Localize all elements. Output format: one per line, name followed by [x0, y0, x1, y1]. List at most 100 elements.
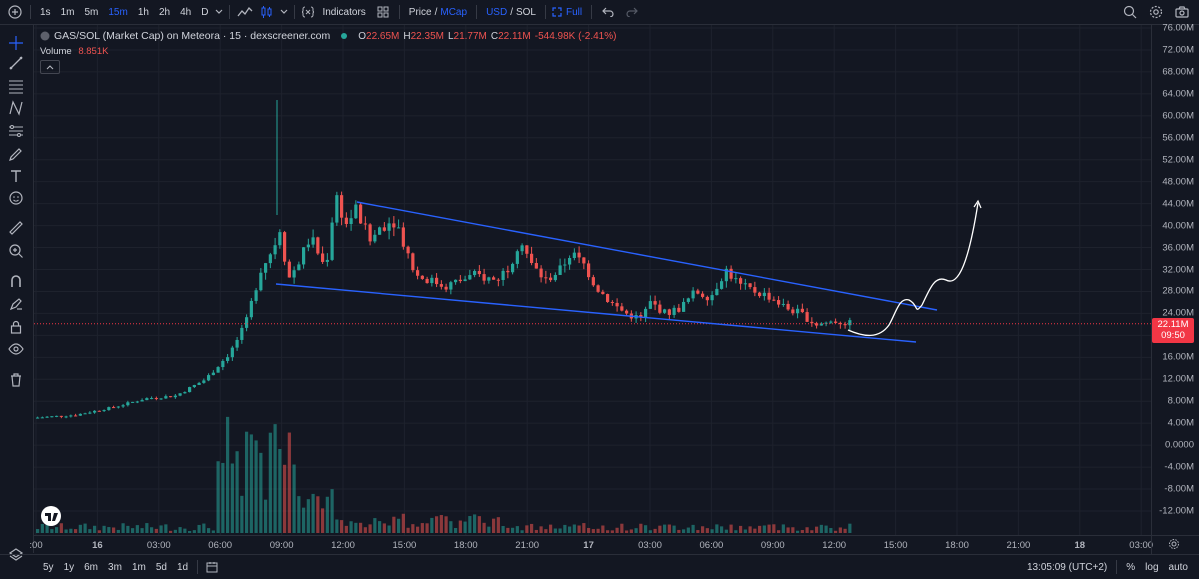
bar-countdown: 09:50: [1161, 330, 1185, 341]
time-axis[interactable]: :00 16 03:00 06:00 09:00 12:00 15:00 18:00 21:00…: [29, 535, 1153, 554]
interval-D[interactable]: D: [201, 6, 209, 18]
measure-ranges-icon[interactable]: [6, 121, 26, 141]
camera-icon[interactable]: [1169, 6, 1195, 18]
quick-search-icon[interactable]: [1117, 5, 1143, 19]
range-1d[interactable]: 1d: [176, 561, 189, 573]
lock-icon[interactable]: [6, 317, 26, 337]
volume-bar: [88, 529, 92, 533]
volume-bar: [363, 527, 367, 533]
volume-bar: [772, 524, 776, 533]
go-to-date-icon[interactable]: [202, 561, 222, 573]
candle: [435, 273, 439, 288]
mcap-toggle[interactable]: MCap: [440, 6, 468, 18]
price-toggle[interactable]: Price: [408, 6, 432, 18]
candle: [463, 275, 467, 282]
interval-5m[interactable]: 5m: [84, 6, 99, 18]
price-chart[interactable]: [34, 25, 1151, 535]
interval-4h[interactable]: 4h: [180, 6, 192, 18]
eye-icon[interactable]: [6, 339, 26, 359]
volume-bar: [416, 526, 420, 533]
candle: [131, 401, 135, 403]
volume-bar: [815, 526, 819, 533]
trend-line-icon[interactable]: [6, 53, 26, 73]
line-chart-icon[interactable]: [234, 6, 256, 18]
interval-1h[interactable]: 1h: [137, 6, 149, 18]
add-symbol-icon[interactable]: [4, 5, 26, 19]
range-1m[interactable]: 1m: [131, 561, 146, 573]
volume-bar: [729, 524, 733, 533]
indicators-icon[interactable]: [299, 6, 317, 18]
volume-bar: [83, 523, 87, 533]
redo-icon[interactable]: [620, 7, 644, 17]
stay-in-drawing-icon[interactable]: [6, 294, 26, 314]
interval-2h[interactable]: 2h: [158, 6, 171, 18]
candle: [767, 287, 771, 303]
brush-icon[interactable]: [6, 144, 26, 164]
volume-bar: [677, 529, 681, 533]
layout-grid-icon[interactable]: [371, 6, 395, 18]
volume-bar: [648, 530, 652, 533]
volume-bar: [596, 528, 600, 533]
interval-15m[interactable]: 15m: [108, 6, 128, 18]
symbol-title[interactable]: GAS/SOL (Market Cap) on Meteora · 15 · d…: [54, 30, 331, 42]
candle: [819, 322, 823, 326]
volume-bar: [344, 525, 348, 533]
range-3m[interactable]: 3m: [108, 561, 122, 573]
price-axis-label: -4.00M: [1164, 461, 1194, 473]
candle: [677, 303, 681, 313]
ruler-icon[interactable]: [6, 218, 26, 238]
time-axis-settings-icon[interactable]: [1168, 538, 1180, 550]
interval-1s[interactable]: 1s: [40, 6, 51, 18]
candle: [496, 278, 500, 287]
price-axis-label: 56.00M: [1162, 132, 1194, 144]
current-price-value: 22.11M: [1157, 319, 1189, 330]
candles-icon[interactable]: [256, 5, 278, 19]
magnet-icon[interactable]: [6, 271, 26, 291]
chevron-down-icon[interactable]: [278, 9, 290, 15]
settings-gear-icon[interactable]: [1143, 5, 1169, 19]
volume-bar: [183, 528, 187, 533]
zoom-in-icon[interactable]: [6, 241, 26, 261]
volume-bar: [724, 529, 728, 533]
pattern-icon[interactable]: [6, 98, 26, 118]
fullscreen-icon[interactable]: [550, 7, 564, 17]
full-button[interactable]: Full: [565, 6, 583, 18]
indicators-button[interactable]: Indicators: [322, 6, 366, 18]
legend-collapse-button[interactable]: [40, 60, 60, 74]
undo-icon[interactable]: [596, 7, 620, 17]
emoji-icon[interactable]: [6, 188, 26, 208]
volume-bar: [568, 526, 572, 533]
volume-bar: [240, 495, 244, 533]
price-axis-label: 44.00M: [1162, 198, 1194, 210]
interval-1m[interactable]: 1m: [60, 6, 75, 18]
volume-bar: [610, 530, 614, 533]
range-1y[interactable]: 1y: [63, 561, 75, 573]
candle: [520, 243, 524, 255]
price-axis[interactable]: 76.00M 72.00M 68.00M 64.00M 60.00M 56.00M 52.0…: [1151, 23, 1199, 535]
trash-icon[interactable]: [6, 370, 26, 390]
text-tool-icon[interactable]: [6, 166, 26, 186]
range-6m[interactable]: 6m: [84, 561, 99, 573]
usd-toggle[interactable]: USD: [486, 6, 508, 18]
range-5y[interactable]: 5y: [43, 561, 54, 573]
crosshair-icon[interactable]: [6, 33, 26, 53]
percent-scale-toggle[interactable]: %: [1126, 561, 1136, 573]
candle: [69, 414, 73, 418]
price-axis-label: 16.00M: [1162, 351, 1194, 363]
volume-bar: [387, 525, 391, 533]
log-scale-toggle[interactable]: log: [1145, 561, 1159, 573]
candle: [582, 257, 586, 270]
volume-bar: [629, 529, 633, 533]
timezone-clock[interactable]: 13:05:09 (UTC+2): [1026, 561, 1108, 573]
auto-scale-toggle[interactable]: auto: [1168, 561, 1188, 573]
volume-bar: [734, 530, 738, 533]
time-axis-label: 12:00: [822, 540, 847, 551]
chevron-down-icon[interactable]: [213, 9, 225, 15]
sol-toggle[interactable]: SOL: [515, 6, 536, 18]
layers-icon[interactable]: [6, 545, 26, 565]
volume-bar: [354, 522, 358, 533]
volume-bar: [435, 516, 439, 533]
volume-bar: [829, 528, 833, 533]
range-5d[interactable]: 5d: [155, 561, 167, 573]
fib-retracement-icon[interactable]: [6, 76, 26, 96]
